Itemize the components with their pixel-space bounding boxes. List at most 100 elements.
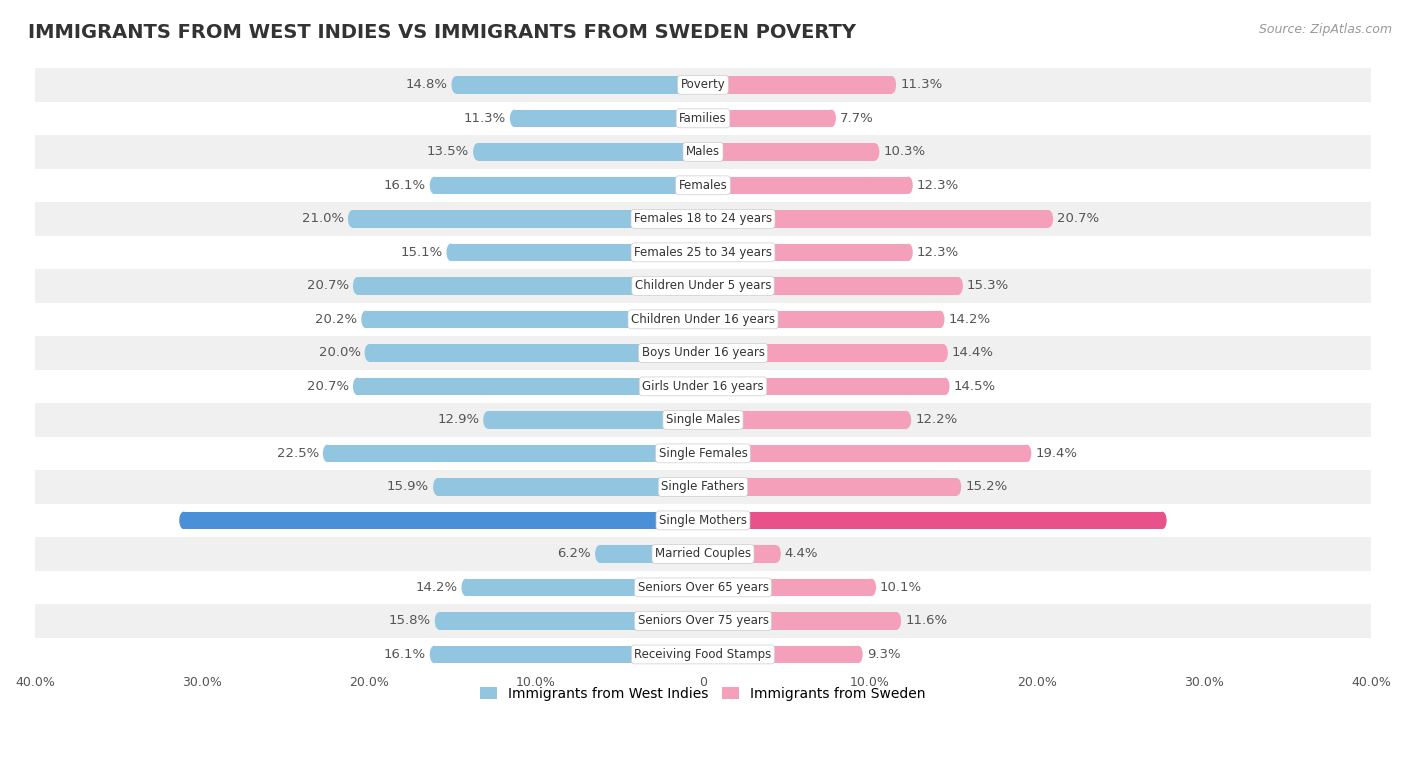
Bar — [437, 478, 703, 496]
Text: 15.2%: 15.2% — [965, 481, 1008, 493]
Bar — [357, 277, 703, 295]
Bar — [35, 302, 1371, 336]
Circle shape — [904, 177, 912, 194]
Bar — [35, 571, 1371, 604]
Circle shape — [1022, 445, 1032, 462]
Bar — [703, 646, 858, 663]
Text: 12.3%: 12.3% — [917, 246, 959, 258]
Circle shape — [699, 377, 707, 395]
Text: Females: Females — [679, 179, 727, 192]
Bar — [451, 243, 703, 261]
Circle shape — [904, 243, 912, 261]
Circle shape — [347, 210, 357, 227]
Text: 11.3%: 11.3% — [900, 78, 942, 91]
Text: Married Couples: Married Couples — [655, 547, 751, 560]
Circle shape — [936, 311, 945, 328]
Circle shape — [461, 578, 470, 596]
Circle shape — [699, 445, 707, 462]
Text: 4.4%: 4.4% — [785, 547, 818, 560]
Circle shape — [699, 478, 707, 496]
Bar — [35, 135, 1371, 168]
Circle shape — [699, 243, 707, 261]
Text: 15.9%: 15.9% — [387, 481, 429, 493]
Text: 16.1%: 16.1% — [384, 648, 426, 661]
Text: 14.4%: 14.4% — [952, 346, 994, 359]
Bar — [35, 102, 1371, 135]
Bar — [515, 110, 703, 127]
Circle shape — [323, 445, 332, 462]
Text: 20.7%: 20.7% — [307, 380, 349, 393]
Circle shape — [870, 143, 879, 161]
Circle shape — [430, 646, 439, 663]
Circle shape — [1159, 512, 1167, 529]
Bar — [357, 377, 703, 395]
Circle shape — [474, 143, 482, 161]
Bar — [703, 344, 943, 362]
Circle shape — [699, 177, 707, 194]
Text: 13.5%: 13.5% — [427, 146, 470, 158]
Bar — [439, 612, 703, 630]
Circle shape — [179, 512, 188, 529]
Text: Source: ZipAtlas.com: Source: ZipAtlas.com — [1258, 23, 1392, 36]
Bar — [703, 143, 875, 161]
Circle shape — [699, 143, 707, 161]
Text: 12.9%: 12.9% — [437, 413, 479, 427]
Bar — [35, 637, 1371, 671]
Bar — [703, 311, 941, 328]
Circle shape — [699, 646, 707, 663]
Bar — [703, 578, 872, 596]
Text: 21.0%: 21.0% — [302, 212, 344, 225]
Bar — [35, 269, 1371, 302]
Circle shape — [699, 143, 707, 161]
Circle shape — [699, 646, 707, 663]
Circle shape — [353, 377, 361, 395]
Text: 14.2%: 14.2% — [949, 313, 991, 326]
Bar — [35, 68, 1371, 102]
Bar — [35, 470, 1371, 503]
Circle shape — [1045, 210, 1053, 227]
Bar — [368, 344, 703, 362]
Circle shape — [699, 344, 707, 362]
Text: 9.3%: 9.3% — [866, 648, 900, 661]
Text: 14.8%: 14.8% — [405, 78, 447, 91]
Text: 11.3%: 11.3% — [464, 112, 506, 125]
Circle shape — [361, 311, 370, 328]
Bar — [35, 437, 1371, 470]
Circle shape — [699, 277, 707, 295]
Bar — [353, 210, 703, 227]
Bar — [703, 612, 897, 630]
Circle shape — [893, 612, 901, 630]
Circle shape — [510, 110, 519, 127]
Text: 19.4%: 19.4% — [1035, 447, 1077, 460]
Circle shape — [595, 545, 603, 562]
Bar — [35, 503, 1371, 537]
Circle shape — [699, 612, 707, 630]
Bar — [456, 76, 703, 93]
Circle shape — [699, 277, 707, 295]
Bar — [703, 411, 907, 428]
Bar — [35, 168, 1371, 202]
Text: 16.1%: 16.1% — [384, 179, 426, 192]
Circle shape — [699, 311, 707, 328]
Circle shape — [955, 277, 963, 295]
Circle shape — [699, 110, 707, 127]
Circle shape — [699, 110, 707, 127]
Text: 14.5%: 14.5% — [953, 380, 995, 393]
Text: Females 18 to 24 years: Females 18 to 24 years — [634, 212, 772, 225]
Bar — [703, 445, 1026, 462]
Circle shape — [699, 478, 707, 496]
Text: Poverty: Poverty — [681, 78, 725, 91]
Circle shape — [887, 76, 896, 93]
Text: Single Mothers: Single Mothers — [659, 514, 747, 527]
Circle shape — [699, 445, 707, 462]
Text: IMMIGRANTS FROM WEST INDIES VS IMMIGRANTS FROM SWEDEN POVERTY: IMMIGRANTS FROM WEST INDIES VS IMMIGRANT… — [28, 23, 856, 42]
Circle shape — [430, 177, 439, 194]
Text: Seniors Over 75 years: Seniors Over 75 years — [637, 615, 769, 628]
Text: Females 25 to 34 years: Females 25 to 34 years — [634, 246, 772, 258]
Bar — [184, 512, 703, 529]
Bar — [35, 537, 1371, 571]
Text: 22.5%: 22.5% — [277, 447, 319, 460]
Bar — [488, 411, 703, 428]
Text: 6.2%: 6.2% — [557, 547, 591, 560]
Text: 31.1%: 31.1% — [129, 514, 176, 527]
